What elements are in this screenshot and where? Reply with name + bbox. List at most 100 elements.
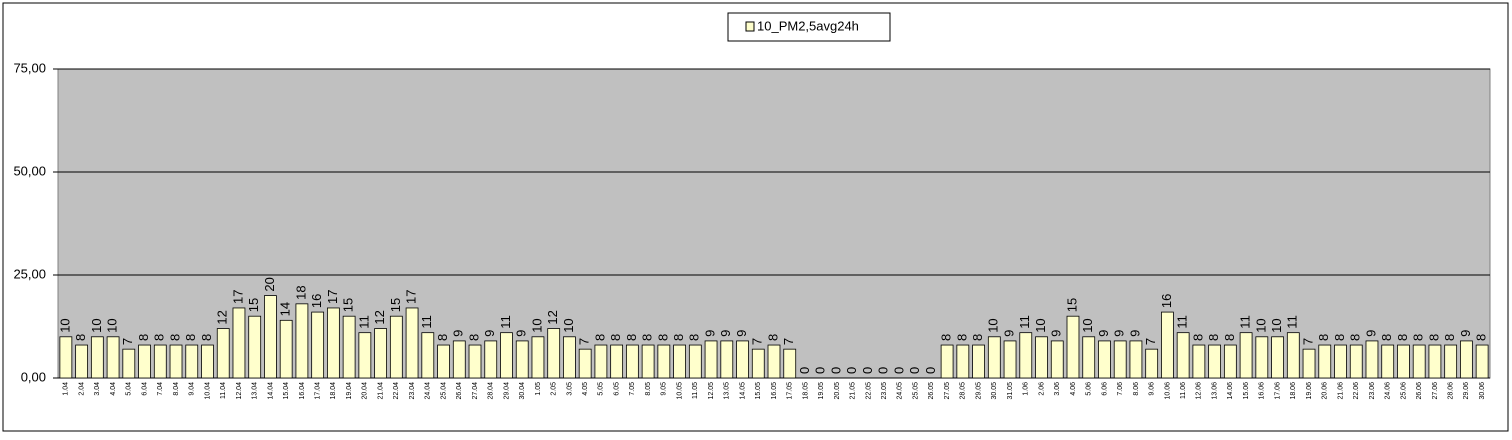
bar [1428,344,1442,379]
data-label: 8 [640,334,655,341]
x-tick-label: 16.05 [771,382,778,400]
data-label: 8 [592,334,607,341]
data-label: 18 [293,285,308,299]
bar [1145,348,1159,379]
bar [122,348,136,379]
x-tick-label: 8.06 [1133,382,1140,396]
x-tick-label: 29.05 [975,382,982,400]
x-tick-label: 20.04 [362,382,369,400]
data-label: 9 [1001,330,1016,337]
bar [342,315,356,379]
data-label: 8 [1222,334,1237,341]
x-tick-label: 26.04 [456,382,463,400]
x-tick-label: 9.05 [661,382,668,396]
x-tick-label: 4.06 [1070,382,1077,396]
data-label: 10 [1269,318,1284,332]
bar [405,307,419,379]
data-label: 8 [152,334,167,341]
x-tick-label: 17.05 [787,382,794,400]
bar [1223,344,1237,379]
x-tick-label: 3.06 [1054,382,1061,396]
bar [1239,332,1253,379]
data-label: 17 [325,289,340,303]
bar [1397,344,1410,379]
bar [1255,336,1269,379]
bar [1318,344,1332,379]
x-tick-label: 22.06 [1353,382,1360,400]
bar [987,336,1001,379]
x-tick-label: 10.05 [676,382,683,400]
x-tick-label: 24.05 [897,382,904,400]
data-label: 10 [1253,318,1268,332]
bar [1176,332,1190,379]
data-label: 10 [105,318,120,332]
bar [578,348,592,379]
bar [1334,344,1347,379]
data-label: 7 [781,338,796,345]
data-label: 8 [939,334,954,341]
data-label: 8 [1332,334,1347,341]
x-tick-label: 13.06 [1211,382,1218,400]
bar [216,328,230,379]
data-label: 9 [1096,330,1111,337]
bar [956,344,970,379]
data-label: 12 [545,310,560,324]
bar [169,344,183,379]
legend-label: 10_PM2,5avg24h [757,18,859,33]
data-label: 20 [262,277,277,291]
data-label: 8 [1206,334,1221,341]
x-tick-label: 20.05 [834,382,841,400]
data-label: 7 [577,338,592,345]
data-label: 0 [797,367,812,374]
x-tick-label: 6.04 [141,382,148,396]
x-tick-label: 21.05 [850,382,857,400]
bar [201,344,214,379]
x-tick-label: 19.04 [346,382,353,400]
bar [153,344,167,379]
data-label: 10 [1033,318,1048,332]
x-tick-label: 3.05 [566,382,573,396]
x-tick-label: 1.06 [1023,382,1030,396]
x-tick-label: 10.04 [204,382,211,400]
data-label: 9 [482,330,497,337]
bar [751,348,765,379]
bar [437,344,450,379]
bar [1098,340,1111,379]
x-tick-label: 18.06 [1290,382,1297,400]
bar [264,295,277,379]
x-tick-label: 18.05 [802,382,809,400]
x-tick-label: 24.04 [425,382,432,400]
x-tick-label: 30.06 [1479,382,1486,400]
data-label: 8 [1411,334,1426,341]
x-tick-label: 3.04 [94,382,101,396]
x-tick-label: 30.05 [991,382,998,400]
bar [90,336,104,379]
bar [1003,340,1017,379]
data-label: 8 [1190,334,1205,341]
data-label: 15 [246,298,261,312]
bar [389,315,403,379]
data-label: 9 [734,330,749,337]
data-label: 16 [1159,294,1174,308]
x-tick-label: 15.05 [755,382,762,400]
data-label: 8 [183,334,198,341]
x-tick-label: 4.05 [582,382,589,396]
x-tick-label: 1.05 [535,382,542,396]
bar [1113,340,1127,379]
x-tick-label: 14.04 [267,382,274,400]
x-tick-label: 25.04 [440,382,447,400]
data-label: 11 [1285,315,1300,329]
bar [1082,336,1096,379]
data-label: 8 [466,334,481,341]
data-label: 9 [514,330,529,337]
bar [1050,340,1064,379]
data-label: 8 [608,334,623,341]
bar [1302,348,1316,379]
bar [295,303,309,379]
bar [1349,344,1363,379]
data-label: 8 [136,334,151,341]
x-tick-label: 14.06 [1227,382,1234,400]
data-label: 12 [372,310,387,324]
data-label: 9 [718,330,733,337]
bar [1286,332,1300,379]
